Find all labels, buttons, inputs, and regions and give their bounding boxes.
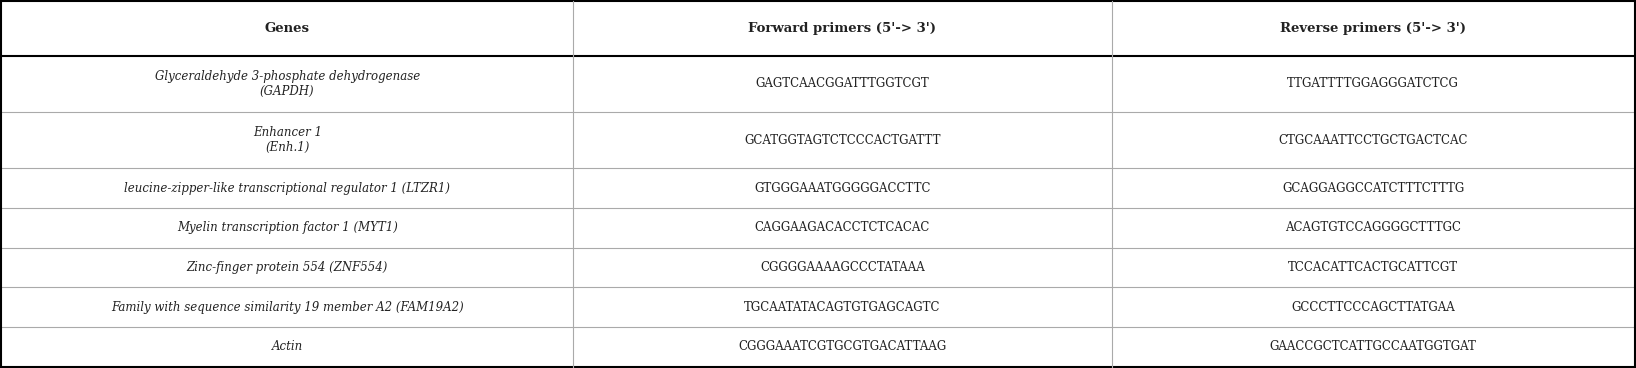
Text: Zinc-finger protein 554 (ZNF554): Zinc-finger protein 554 (ZNF554) — [187, 261, 388, 274]
Text: GCATGGTAGTCTCCCACTGATTT: GCATGGTAGTCTCCCACTGATTT — [744, 134, 941, 147]
Text: CAGGAAGACACCTCTCACAC: CAGGAAGACACCTCTCACAC — [754, 221, 931, 234]
Text: Forward primers (5'-> 3'): Forward primers (5'-> 3') — [749, 22, 936, 35]
Text: CGGGAAATCGTGCGTGACATTAAG: CGGGAAATCGTGCGTGACATTAAG — [738, 340, 947, 353]
Text: GAGTCAACGGATTTGGTCGT: GAGTCAACGGATTTGGTCGT — [756, 77, 929, 90]
Text: Reverse primers (5'-> 3'): Reverse primers (5'-> 3') — [1281, 22, 1466, 35]
Text: TTGATTTTGGAGGGATCTCG: TTGATTTTGGAGGGATCTCG — [1288, 77, 1459, 90]
Text: Actin: Actin — [272, 340, 303, 353]
Text: CTGCAAATTCCTGCTGACTCAC: CTGCAAATTCCTGCTGACTCAC — [1279, 134, 1467, 147]
Text: Genes: Genes — [265, 22, 309, 35]
Text: Glyceraldehyde 3-phosphate dehydrogenase
(GAPDH): Glyceraldehyde 3-phosphate dehydrogenase… — [154, 70, 420, 98]
Text: TCCACATTCACTGCATTCGT: TCCACATTCACTGCATTCGT — [1288, 261, 1458, 274]
Text: GCCCTTCCCAGCTTATGAA: GCCCTTCCCAGCTTATGAA — [1291, 301, 1454, 314]
Text: Family with sequence similarity 19 member A2 (FAM19A2): Family with sequence similarity 19 membe… — [111, 301, 463, 314]
Text: leucine-zipper-like transcriptional regulator 1 (LTZR1): leucine-zipper-like transcriptional regu… — [124, 182, 450, 195]
Text: Enhancer 1
(Enh.1): Enhancer 1 (Enh.1) — [252, 126, 322, 154]
Text: CGGGGAAAAGCCCTATAAA: CGGGGAAAAGCCCTATAAA — [761, 261, 924, 274]
Text: GCAGGAGGCCATCTTTCTTTG: GCAGGAGGCCATCTTTCTTTG — [1283, 182, 1464, 195]
Text: GAACCGCTCATTGCCAATGGTGAT: GAACCGCTCATTGCCAATGGTGAT — [1270, 340, 1477, 353]
Text: Myelin transcription factor 1 (MYT1): Myelin transcription factor 1 (MYT1) — [177, 221, 398, 234]
Text: TGCAATATACAGTGTGAGCAGTC: TGCAATATACAGTGTGAGCAGTC — [744, 301, 941, 314]
Text: GTGGGAAATGGGGGACCTTC: GTGGGAAATGGGGGACCTTC — [754, 182, 931, 195]
Text: ACAGTGTCCAGGGGCTTTGC: ACAGTGTCCAGGGGCTTTGC — [1286, 221, 1461, 234]
